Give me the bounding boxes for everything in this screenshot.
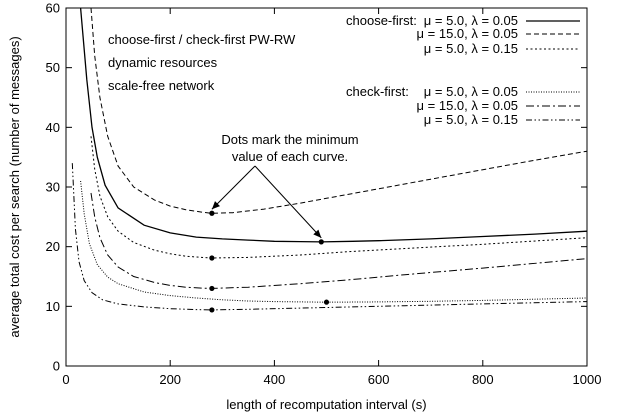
annotation-arrow-head <box>211 201 220 210</box>
min-point-5 <box>209 285 215 292</box>
note-network: scale-free network <box>108 78 215 93</box>
annotation-arrow-line <box>211 165 256 210</box>
annotation-arrows <box>211 165 322 239</box>
min-point-6 <box>209 307 215 313</box>
legend-group-choose-first: choose-first: <box>346 13 417 28</box>
series-line-2 <box>90 8 587 214</box>
y-tick-label: 30 <box>46 180 60 195</box>
y-tick-label: 60 <box>46 1 60 16</box>
series-line-4 <box>80 180 587 303</box>
min-point-1 <box>318 239 324 245</box>
x-tick-label: 800 <box>472 372 494 387</box>
annotation-line-1: Dots mark the minimum <box>221 132 358 147</box>
y-tick-label: 0 <box>53 359 60 374</box>
y-tick-label: 10 <box>46 299 60 314</box>
legend: choose-first: check-first: μ = 5.0, λ = … <box>346 13 580 127</box>
min-point-2 <box>209 210 215 216</box>
plot-frame <box>65 7 588 367</box>
x-tick-label: 600 <box>368 372 390 387</box>
y-axis-label: average total cost per search (number of… <box>7 36 22 337</box>
x-tick-label: 0 <box>62 372 69 387</box>
legend-label-5: μ = 15.0, λ = 0.05 <box>417 98 518 113</box>
note-title: choose-first / check-first PW-RW <box>108 32 296 47</box>
x-tick-label: 1000 <box>573 372 602 387</box>
min-point-3 <box>209 255 215 261</box>
annotation-arrow-line <box>254 165 322 239</box>
legend-label-3: μ = 5.0, λ = 0.15 <box>424 41 518 56</box>
x-tick-label: 400 <box>264 372 286 387</box>
min-point-4 <box>323 299 330 305</box>
legend-label-2: μ = 15.0, λ = 0.05 <box>417 26 518 41</box>
legend-label-1: μ = 5.0, λ = 0.05 <box>424 13 518 28</box>
y-tick-label: 40 <box>46 120 60 135</box>
minimum-markers <box>209 210 330 313</box>
y-tick-label: 20 <box>46 239 60 254</box>
x-tick-label: 200 <box>159 372 181 387</box>
annotation-arrow-head <box>313 229 322 238</box>
legend-label-4: μ = 5.0, λ = 0.05 <box>424 84 518 99</box>
legend-label-6: μ = 5.0, λ = 0.15 <box>424 112 518 127</box>
legend-group-check-first: check-first: <box>346 84 409 99</box>
annotation-line-2: value of each curve. <box>232 149 348 164</box>
axes: 0 200 400 600 800 1000 0 10 20 30 40 50 60 <box>46 1 602 388</box>
series-line-6 <box>71 163 587 311</box>
x-axis-label: length of recomputation interval (s) <box>226 397 426 412</box>
y-tick-label: 50 <box>46 60 60 75</box>
note-resources: dynamic resources <box>108 55 218 70</box>
series-line-5 <box>90 192 587 289</box>
series-line-1 <box>79 8 587 243</box>
series-group <box>71 8 587 311</box>
